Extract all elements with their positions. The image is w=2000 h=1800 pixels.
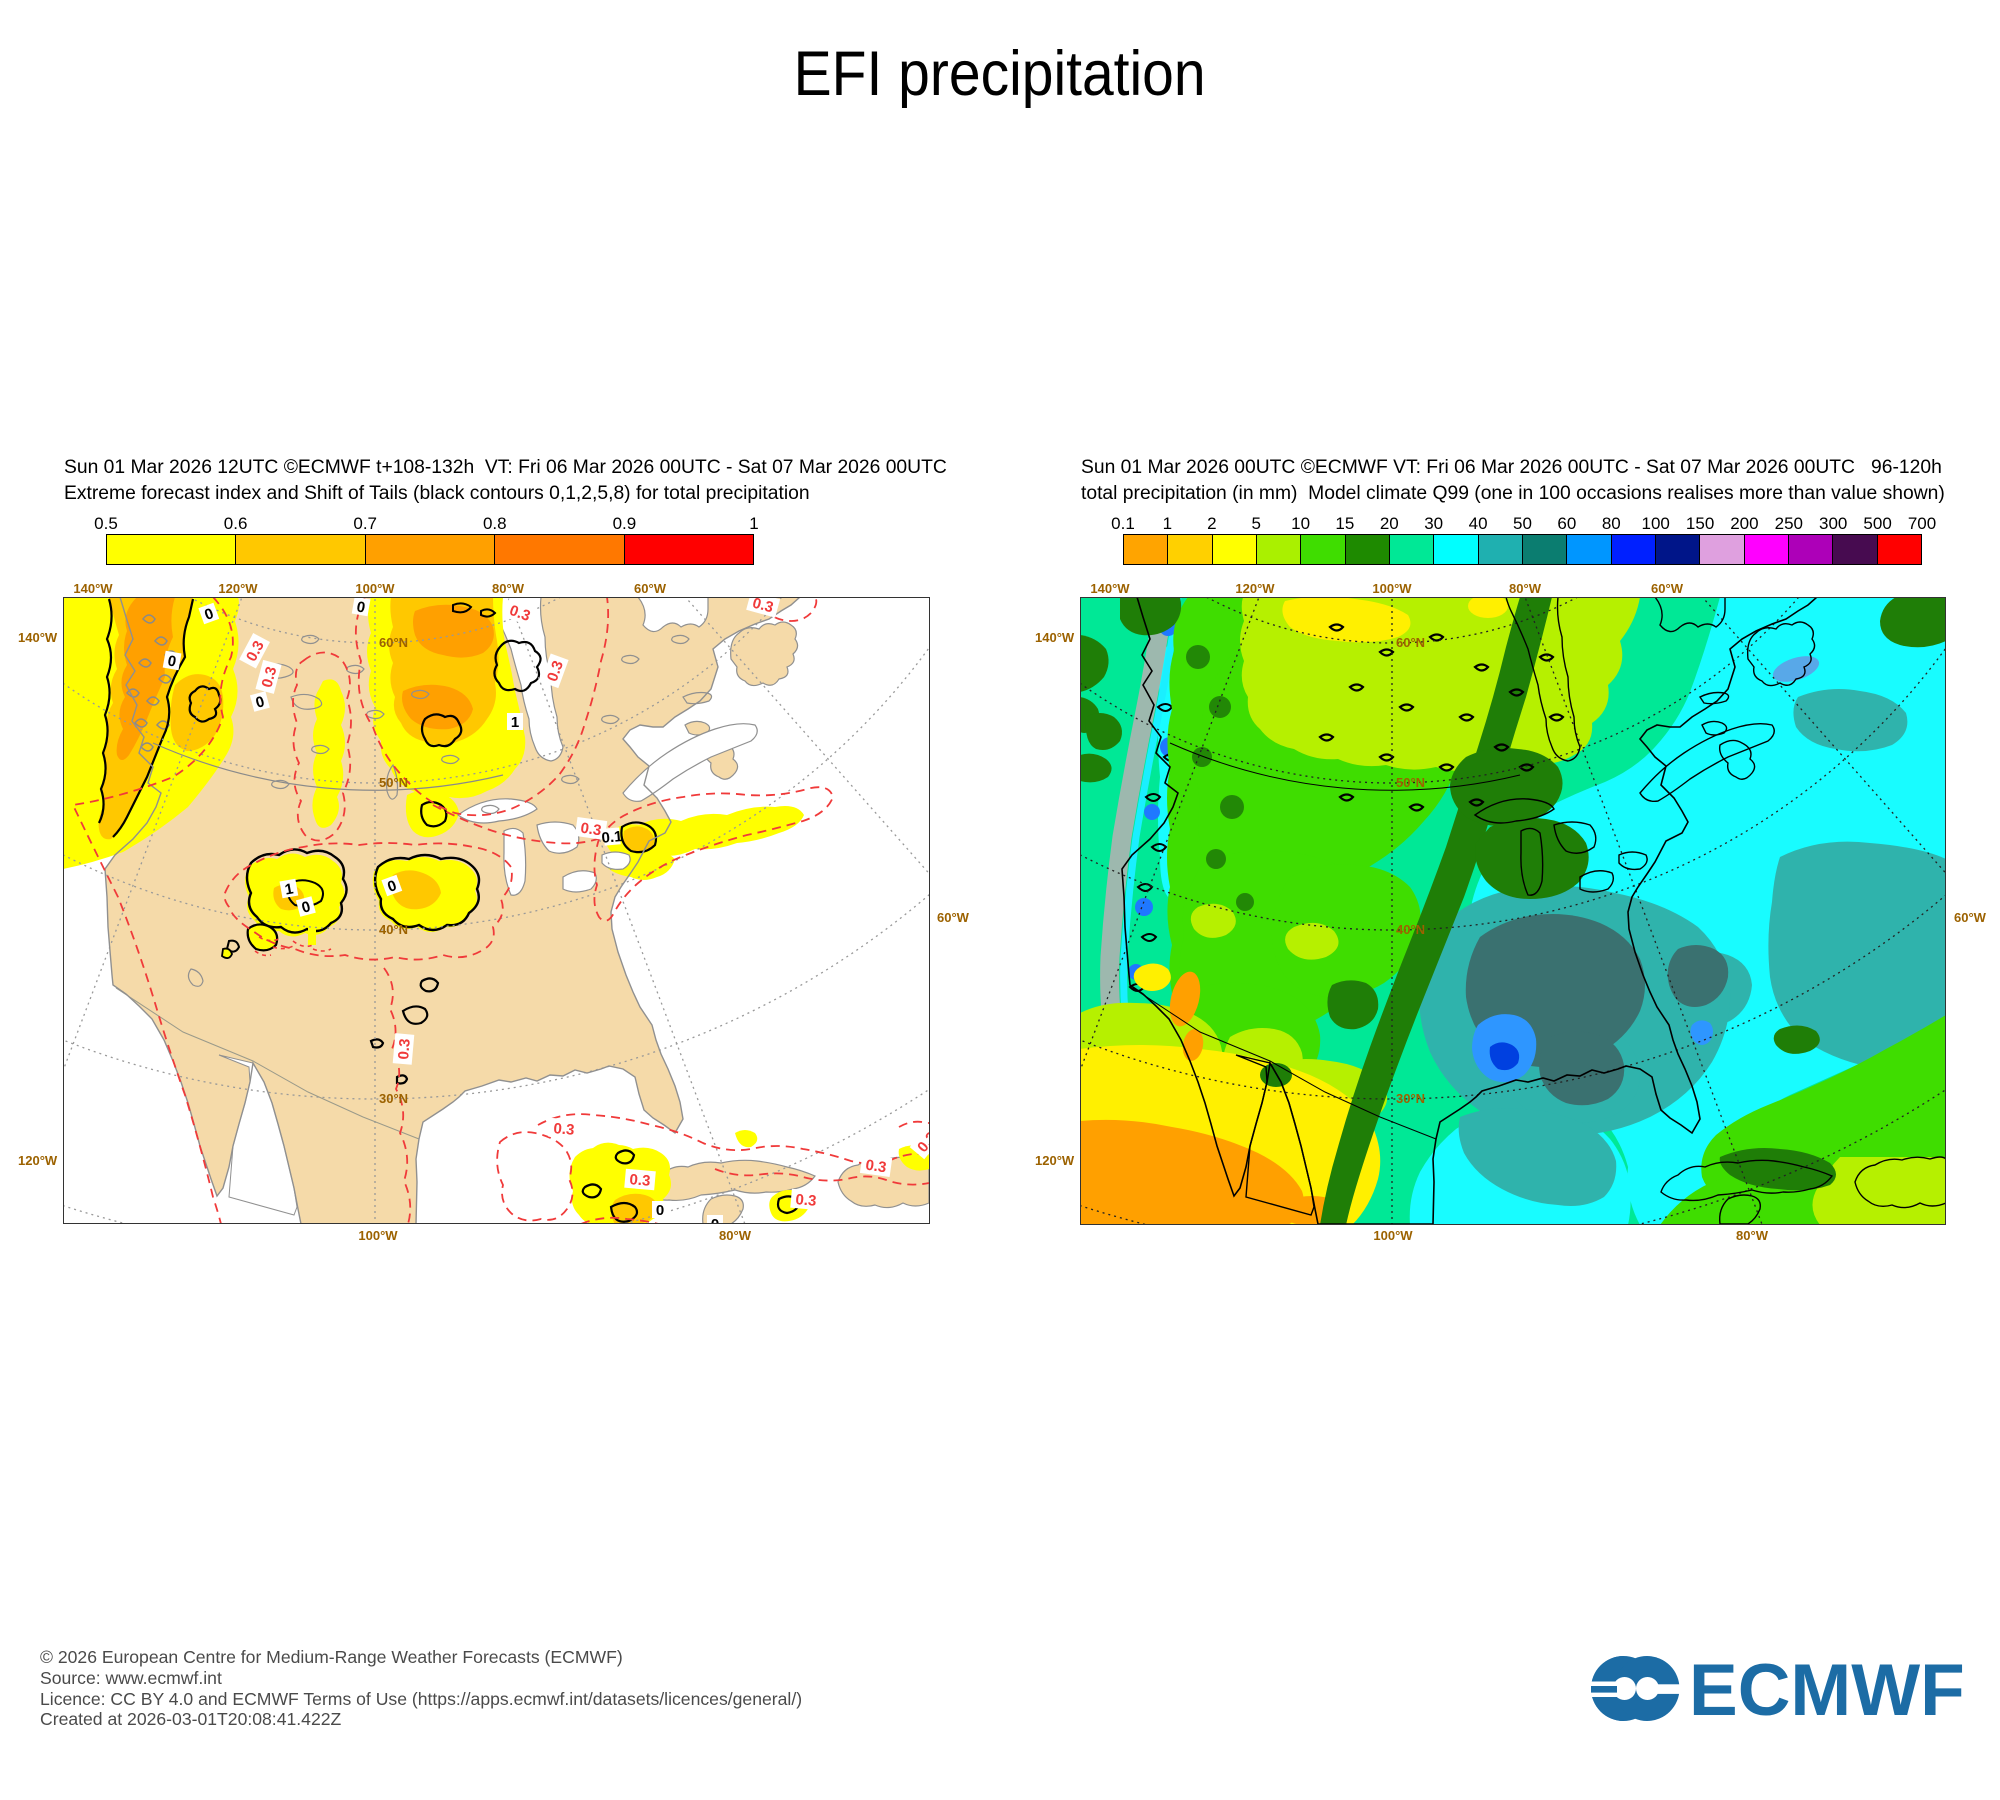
- svg-text:0.3: 0.3: [553, 1120, 575, 1139]
- svg-text:0.3: 0.3: [751, 597, 776, 616]
- svg-text:0.3: 0.3: [579, 820, 602, 840]
- svg-text:0: 0: [355, 598, 366, 616]
- svg-text:ECMWF: ECMWF: [1689, 1650, 1965, 1731]
- svg-text:60°N: 60°N: [1396, 635, 1425, 650]
- svg-text:0.3: 0.3: [544, 658, 567, 683]
- svg-text:30°N: 30°N: [1396, 1091, 1425, 1106]
- svg-text:0.3: 0.3: [629, 1171, 651, 1190]
- svg-text:0.3: 0.3: [395, 1038, 414, 1060]
- svg-text:60°N: 60°N: [379, 635, 408, 650]
- svg-text:50°N: 50°N: [379, 775, 408, 790]
- svg-text:50°N: 50°N: [1396, 775, 1425, 790]
- svg-text:1: 1: [511, 714, 519, 731]
- svg-text:30°N: 30°N: [379, 1091, 408, 1106]
- svg-text:40°N: 40°N: [379, 922, 408, 937]
- svg-text:0.3: 0.3: [259, 665, 281, 690]
- svg-text:0: 0: [656, 1202, 664, 1219]
- svg-text:0.3: 0.3: [795, 1191, 817, 1210]
- svg-text:0.3: 0.3: [507, 602, 532, 625]
- svg-text:0.1: 0.1: [601, 828, 623, 847]
- svg-text:0: 0: [711, 1216, 719, 1224]
- svg-text:1: 1: [284, 880, 295, 898]
- svg-text:0.3: 0.3: [864, 1157, 887, 1177]
- svg-text:40°N: 40°N: [1396, 922, 1425, 937]
- svg-text:0: 0: [166, 652, 177, 670]
